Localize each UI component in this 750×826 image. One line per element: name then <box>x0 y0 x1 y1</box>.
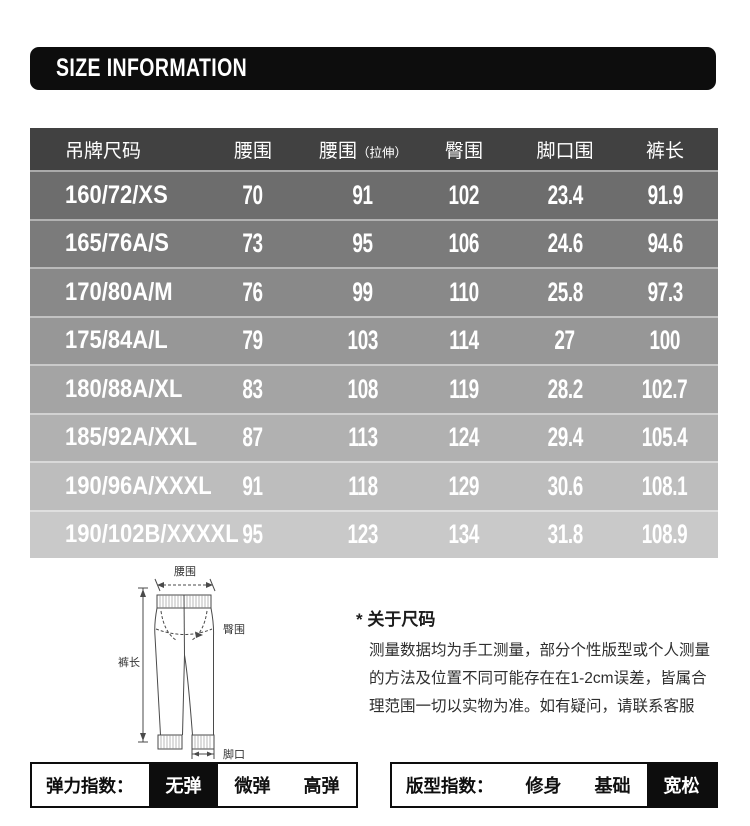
length-cell: 91.9 <box>647 179 683 210</box>
table-row: 185/92A/XXL 87 113 124 29.4 105.4 <box>30 412 718 461</box>
table-row: 165/76A/S 73 95 106 24.6 94.6 <box>30 218 718 267</box>
table-row: 190/96A/XXXL 91 118 129 30.6 108.1 <box>30 461 718 510</box>
length-cell: 100 <box>649 325 681 356</box>
length-cell: 94.6 <box>647 228 683 259</box>
waist-stretch-cell: 113 <box>348 422 378 453</box>
column-header-waist-stretch-suffix: （拉伸） <box>357 145 408 160</box>
column-header-waist-stretch-main: 腰围 <box>318 140 357 162</box>
leg-opening-cell: 28.2 <box>547 373 583 404</box>
waist-stretch-cell: 99 <box>352 276 374 307</box>
waist-cell: 87 <box>242 422 264 453</box>
column-header-waist: 腰围 <box>233 140 272 162</box>
leg-opening-cell: 31.8 <box>547 519 583 550</box>
elasticity-option-high: 高弹 <box>303 776 340 796</box>
table-row: 190/102B/XXXXL 95 123 134 31.8 108.9 <box>30 509 718 558</box>
hip-cell: 102 <box>448 179 480 210</box>
fit-option-slim: 修身 <box>525 776 562 796</box>
size-cell: 165/76A/S <box>65 229 169 258</box>
size-cell: 160/72/XS <box>65 180 168 209</box>
waist-cell: 95 <box>242 519 264 550</box>
waist-cell: 76 <box>242 276 264 307</box>
table-row: 175/84A/L 79 103 114 27 100 <box>30 315 718 364</box>
leg-opening-cell: 27 <box>554 325 576 356</box>
length-cell: 108.9 <box>642 519 688 550</box>
hip-cell: 106 <box>448 228 480 259</box>
diagram-leg-opening-label: 脚口 <box>223 747 245 761</box>
column-header-size: 吊牌尺码 <box>65 140 142 162</box>
column-header-leg-opening: 脚口围 <box>536 140 594 162</box>
waist-stretch-cell: 118 <box>348 470 378 501</box>
hip-cell: 119 <box>449 373 479 404</box>
diagram-length-label: 裤长 <box>118 655 140 669</box>
leg-opening-cell: 25.8 <box>547 276 583 307</box>
size-cell: 190/102B/XXXXL <box>65 520 239 549</box>
table-row: 170/80A/M 76 99 110 25.8 97.3 <box>30 267 718 316</box>
fit-index-label: 版型指数： <box>406 775 494 796</box>
elasticity-index-label: 弹力指数： <box>46 775 134 796</box>
waist-stretch-cell: 123 <box>347 519 379 550</box>
waist-stretch-cell: 91 <box>352 179 374 210</box>
size-note: * 关于尺码 测量数据均为手工测量，部分个性版型或个人测量的方法及位置不同可能存… <box>356 605 710 721</box>
size-cell: 175/84A/L <box>65 326 168 355</box>
length-cell: 102.7 <box>642 373 688 404</box>
size-cell: 170/80A/M <box>65 277 173 306</box>
hip-cell: 110 <box>449 276 479 307</box>
pants-measurement-diagram: 腰围 臀围 裤长 <box>118 565 245 761</box>
elasticity-option-none: 无弹 <box>149 764 218 806</box>
size-table-header-row: 吊牌尺码 腰围 腰围（拉伸） 臀围 脚口围 裤长 <box>30 128 718 170</box>
table-row: 160/72/XS 70 91 102 23.4 91.9 <box>30 170 718 219</box>
hip-cell: 134 <box>448 519 480 550</box>
fit-option-regular: 基础 <box>594 776 631 796</box>
waist-stretch-cell: 108 <box>347 373 379 404</box>
table-row: 180/88A/XL 83 108 119 28.2 102.7 <box>30 364 718 413</box>
size-cell: 185/92A/XXL <box>65 423 198 452</box>
size-cell: 180/88A/XL <box>65 374 183 403</box>
waist-cell: 73 <box>242 228 264 259</box>
elasticity-index-box: 弹力指数： 无弹 微弹 高弹 <box>30 762 358 808</box>
diagram-waist-label: 腰围 <box>174 565 196 578</box>
leg-opening-cell: 23.4 <box>547 179 583 210</box>
hip-cell: 124 <box>448 422 480 453</box>
leg-opening-cell: 30.6 <box>547 470 583 501</box>
fit-option-loose: 宽松 <box>647 764 716 806</box>
column-header-hip: 臀围 <box>444 140 483 162</box>
size-table-body: 160/72/XS 70 91 102 23.4 91.9 165/76A/S … <box>30 170 718 558</box>
hip-cell: 114 <box>449 325 479 356</box>
size-information-banner: SIZE INFORMATION <box>30 47 716 90</box>
size-table: 吊牌尺码 腰围 腰围（拉伸） 臀围 脚口围 裤长 160/72/XS 70 91… <box>30 128 718 558</box>
length-cell: 105.4 <box>642 422 688 453</box>
waist-cell: 70 <box>242 179 264 210</box>
fit-index-box: 版型指数： 修身 基础 宽松 <box>390 762 718 808</box>
waist-cell: 91 <box>242 470 264 501</box>
waist-cell: 79 <box>242 325 264 356</box>
leg-opening-cell: 24.6 <box>547 228 583 259</box>
column-header-waist-stretch: 腰围（拉伸） <box>316 136 410 163</box>
waist-cell: 83 <box>242 373 264 404</box>
length-cell: 108.1 <box>642 470 688 501</box>
hip-cell: 129 <box>448 470 480 501</box>
waist-stretch-cell: 103 <box>347 325 379 356</box>
size-cell: 190/96A/XXXL <box>65 471 212 500</box>
page-title: SIZE INFORMATION <box>56 54 248 82</box>
size-note-body: 测量数据均为手工测量，部分个性版型或个人测量的方法及位置不同可能存在在1-2cm… <box>369 642 711 715</box>
column-header-length: 裤长 <box>645 140 684 162</box>
leg-opening-cell: 29.4 <box>547 422 583 453</box>
diagram-hip-label: 臀围 <box>223 623 245 636</box>
waist-stretch-cell: 95 <box>352 228 374 259</box>
elasticity-option-slight: 微弹 <box>234 776 271 796</box>
size-note-title: * 关于尺码 <box>356 610 436 629</box>
length-cell: 97.3 <box>647 276 683 307</box>
